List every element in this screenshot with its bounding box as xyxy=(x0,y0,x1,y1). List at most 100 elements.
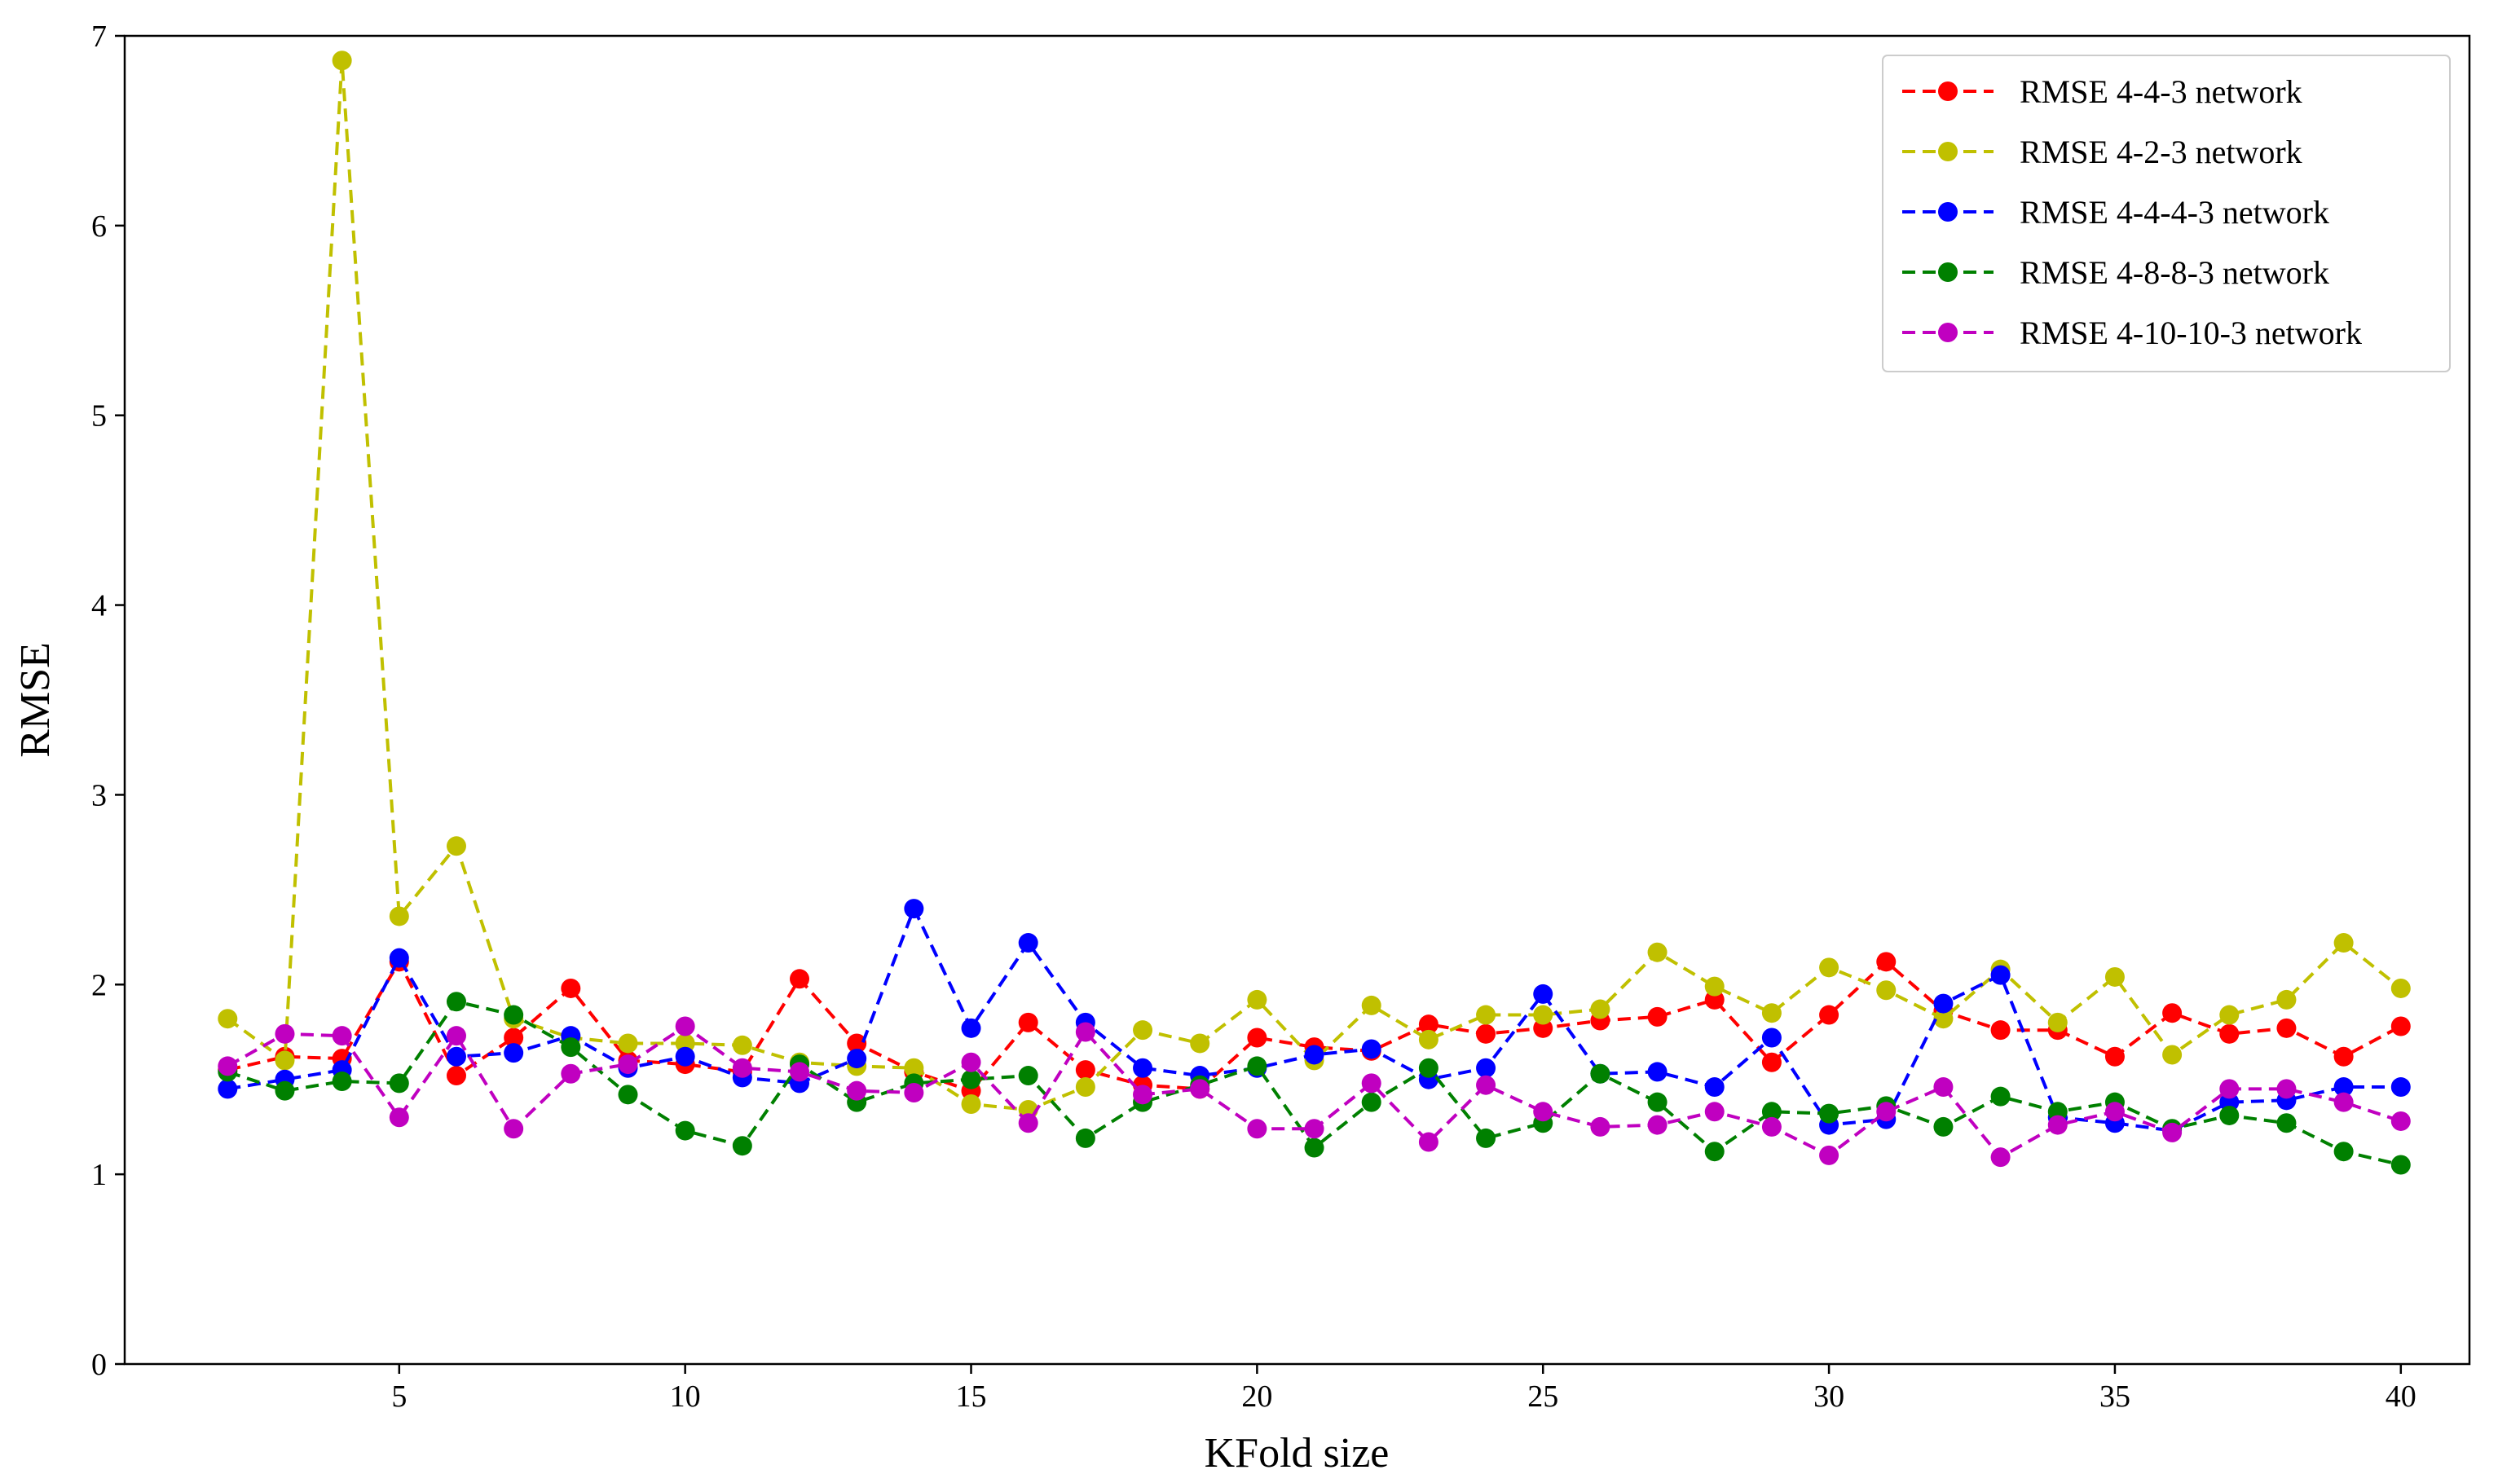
data-point-s1-x38 xyxy=(2276,1018,2297,1038)
y-tick-label-5: 5 xyxy=(91,399,107,433)
data-point-s1-x6 xyxy=(446,1066,466,1086)
data-point-s4-x30 xyxy=(1819,1103,1839,1124)
x-tick-label-35: 35 xyxy=(2099,1380,2130,1414)
data-point-s5-x4 xyxy=(332,1026,352,1046)
data-point-s4-x7 xyxy=(504,1005,524,1025)
data-point-s3-x32 xyxy=(1933,993,1954,1014)
data-point-s2-x28 xyxy=(1704,976,1725,997)
data-point-s1-x27 xyxy=(1647,1006,1668,1027)
data-point-s5-x3 xyxy=(275,1023,295,1044)
legend-box xyxy=(1882,55,2451,372)
data-point-s1-x13 xyxy=(847,1033,867,1054)
data-point-s5-x29 xyxy=(1761,1116,1782,1137)
data-point-s4-x21 xyxy=(1304,1138,1324,1158)
data-point-s4-x33 xyxy=(1990,1086,2011,1107)
data-point-s5-x20 xyxy=(1247,1119,1267,1139)
data-point-s2-x27 xyxy=(1647,942,1668,962)
data-point-s4-x5 xyxy=(389,1073,409,1094)
data-point-s3-x5 xyxy=(389,948,409,968)
legend-label-4: RMSE 4-8-8-3 network xyxy=(2020,254,2329,291)
data-point-s3-x13 xyxy=(847,1049,867,1069)
data-point-s2-x5 xyxy=(389,906,409,926)
data-point-s2-x2 xyxy=(218,1009,238,1029)
data-point-s5-x36 xyxy=(2162,1122,2183,1142)
data-point-s5-x14 xyxy=(904,1083,924,1103)
legend-label-5: RMSE 4-10-10-3 network xyxy=(2020,315,2362,351)
legend-entry-3: RMSE 4-4-4-3 network xyxy=(1902,194,2329,231)
y-tick-label-2: 2 xyxy=(91,968,107,1002)
data-point-s5-x31 xyxy=(1876,1102,1897,1122)
data-point-s5-x35 xyxy=(2104,1102,2125,1122)
data-point-s2-x20 xyxy=(1247,989,1267,1010)
data-point-s4-x11 xyxy=(732,1136,752,1156)
data-point-s1-x30 xyxy=(1819,1005,1839,1025)
data-point-s5-x25 xyxy=(1533,1102,1553,1122)
data-point-s5-x5 xyxy=(389,1107,409,1128)
data-point-s2-x18 xyxy=(1133,1020,1153,1041)
data-point-s2-x36 xyxy=(2162,1045,2183,1065)
data-point-s4-x17 xyxy=(1075,1128,1095,1148)
data-point-s2-x37 xyxy=(2219,1005,2240,1025)
data-point-s5-x40 xyxy=(2390,1111,2411,1131)
data-point-s5-x39 xyxy=(2333,1092,2354,1112)
data-point-s4-x3 xyxy=(275,1080,295,1101)
legend-marker-1 xyxy=(1938,81,1958,101)
data-point-s4-x8 xyxy=(561,1037,581,1058)
data-point-s5-x34 xyxy=(2047,1115,2068,1135)
x-axis-ticks: 5 10 15 20 25 30 35 40 xyxy=(391,1364,2416,1414)
x-tick-label-30: 30 xyxy=(1813,1380,1844,1414)
data-point-s5-x11 xyxy=(732,1058,752,1078)
data-point-s2-x9 xyxy=(618,1033,638,1054)
data-point-s5-x28 xyxy=(1704,1102,1725,1122)
data-point-s4-x9 xyxy=(618,1085,638,1105)
data-point-s4-x32 xyxy=(1933,1116,1954,1137)
legend-label-1: RMSE 4-4-3 network xyxy=(2020,73,2302,110)
data-point-s3-x29 xyxy=(1761,1028,1782,1048)
data-point-s3-x24 xyxy=(1476,1058,1496,1078)
x-tick-label-40: 40 xyxy=(2386,1380,2416,1414)
data-point-s1-x20 xyxy=(1247,1028,1267,1048)
data-point-s1-x40 xyxy=(2390,1016,2411,1036)
data-point-s5-x24 xyxy=(1476,1075,1496,1095)
data-point-s4-x24 xyxy=(1476,1128,1496,1148)
data-point-s1-x39 xyxy=(2333,1046,2354,1067)
legend-entry-4: RMSE 4-8-8-3 network xyxy=(1902,254,2329,291)
data-point-s3-x22 xyxy=(1361,1039,1381,1059)
data-point-s3-x2 xyxy=(218,1079,238,1099)
legend-entry-1: RMSE 4-4-3 network xyxy=(1902,73,2302,110)
data-point-s4-x27 xyxy=(1647,1092,1668,1112)
data-point-s4-x39 xyxy=(2333,1142,2354,1162)
data-point-s3-x21 xyxy=(1304,1045,1324,1065)
data-point-s3-x7 xyxy=(504,1043,524,1063)
data-point-s3-x33 xyxy=(1990,965,2011,985)
x-tick-label-10: 10 xyxy=(670,1380,701,1414)
data-point-s4-x15 xyxy=(961,1069,981,1089)
data-point-s1-x36 xyxy=(2162,1003,2183,1023)
data-point-s5-x9 xyxy=(618,1054,638,1075)
data-point-s5-x32 xyxy=(1933,1077,1954,1098)
data-point-s2-x14 xyxy=(904,1058,924,1078)
data-point-s5-x23 xyxy=(1418,1132,1438,1152)
data-point-s5-x8 xyxy=(561,1063,581,1084)
data-point-s4-x20 xyxy=(1247,1056,1267,1076)
data-point-s5-x26 xyxy=(1590,1116,1610,1137)
data-point-s4-x6 xyxy=(446,992,466,1012)
x-tick-label-15: 15 xyxy=(956,1380,987,1414)
data-point-s2-x29 xyxy=(1761,1003,1782,1023)
data-point-s1-x31 xyxy=(1876,952,1897,972)
data-point-s5-x30 xyxy=(1819,1145,1839,1165)
data-point-s2-x22 xyxy=(1361,995,1381,1015)
data-point-s3-x14 xyxy=(904,899,924,919)
data-point-s1-x16 xyxy=(1018,1012,1038,1032)
y-tick-label-4: 4 xyxy=(91,589,107,623)
y-axis-title: RMSE xyxy=(12,642,59,758)
data-point-s4-x16 xyxy=(1018,1066,1038,1086)
series-5 xyxy=(218,1016,2411,1168)
data-point-s3-x16 xyxy=(1018,933,1038,953)
data-point-s5-x17 xyxy=(1075,1022,1095,1042)
legend-marker-5 xyxy=(1938,323,1958,342)
series-layer xyxy=(218,51,2411,1175)
data-point-s3-x40 xyxy=(2390,1077,2411,1098)
data-point-s5-x15 xyxy=(961,1052,981,1072)
data-point-s2-x32 xyxy=(1933,1009,1954,1029)
